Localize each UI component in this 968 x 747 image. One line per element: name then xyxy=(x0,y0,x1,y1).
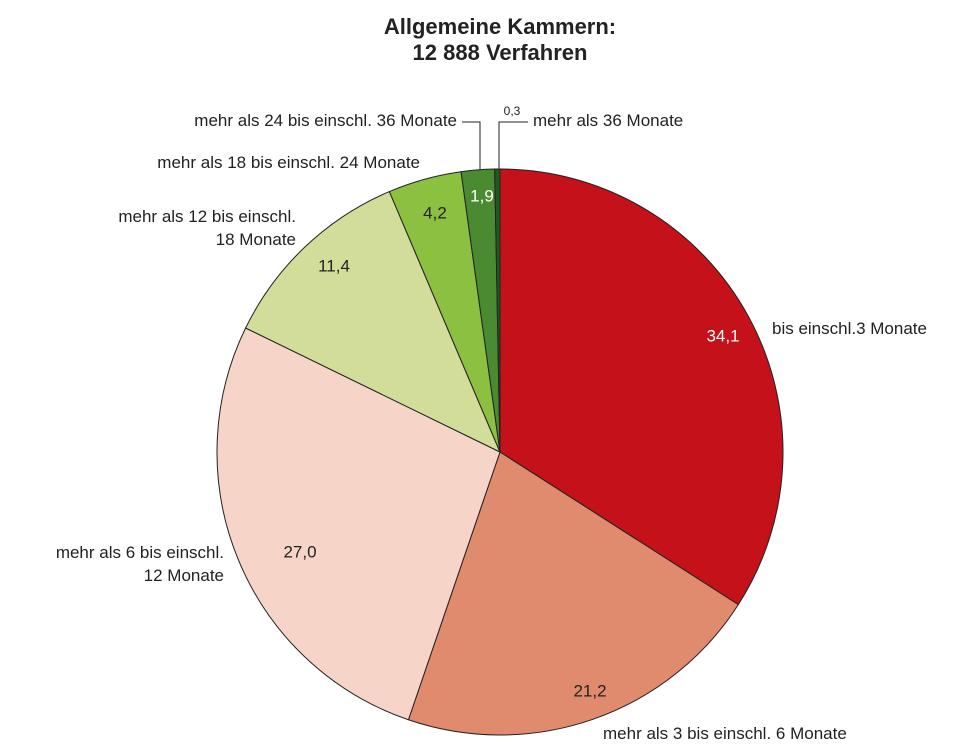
category-label: mehr als 24 bis einschl. 36 Monate xyxy=(194,111,457,130)
category-label: mehr als 18 bis einschl. 24 Monate xyxy=(157,153,420,172)
slice xyxy=(244,190,501,454)
leader-line xyxy=(462,121,481,173)
category-label: bis einschl.3 Monate xyxy=(772,319,927,338)
value-label: 0,3 xyxy=(504,104,521,118)
category-label: mehr als 6 bis einschl. 12 Monate xyxy=(56,543,224,585)
category-label: mehr als 12 bis einschl. 18 Monate xyxy=(118,207,296,249)
category-label: mehr als 3 bis einschl. 6 Monate xyxy=(603,724,847,743)
value-label: 4,2 xyxy=(423,203,447,222)
slice xyxy=(499,168,784,606)
slices xyxy=(216,168,784,736)
chart-subtitle: 12 888 Verfahren xyxy=(413,40,588,65)
category-label: mehr als 36 Monate xyxy=(533,111,683,130)
leader-lines xyxy=(462,121,528,173)
slice xyxy=(407,451,740,736)
value-label: 34,1 xyxy=(706,326,739,345)
chart-title: Allgemeine Kammern: xyxy=(384,14,616,39)
slice xyxy=(216,327,501,721)
leader-line xyxy=(498,121,528,173)
value-label: 1,9 xyxy=(470,186,494,205)
value-label: 11,4 xyxy=(318,256,350,275)
value-label: 21,2 xyxy=(573,681,606,700)
value-label: 27,0 xyxy=(283,542,316,561)
slice xyxy=(494,168,501,453)
